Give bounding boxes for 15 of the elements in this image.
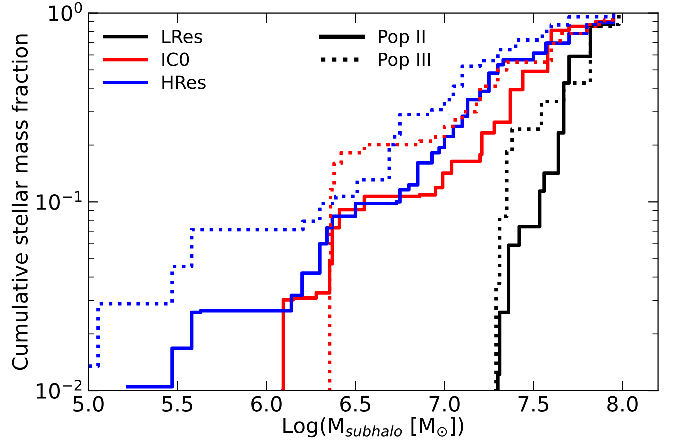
x-tick-label: 6.0 [252,396,282,412]
y-tick-label: 10$^{0}$ [49,2,82,22]
x-tick-label: 7.5 [518,396,548,412]
x-tick-label: 8.0 [608,396,638,412]
x-tick-label: 6.5 [340,396,370,412]
x-tick-label: 7.0 [430,396,460,412]
legend-label: HRes [162,76,206,90]
y-tick-label: 10$^{−1}$ [37,191,82,210]
y-axis-title: Cumulative stellar mass fraction [12,34,28,370]
x-tick-label: 5.5 [162,396,192,412]
legend-label: LRes [162,30,202,44]
annotation: Pop II [379,30,425,48]
legend-label: IC0 [162,52,190,66]
annotation: Pop III [379,52,430,70]
x-axis-title: Log(M$_{subhalo}$ [M$_{⊙}$]) [284,417,464,438]
